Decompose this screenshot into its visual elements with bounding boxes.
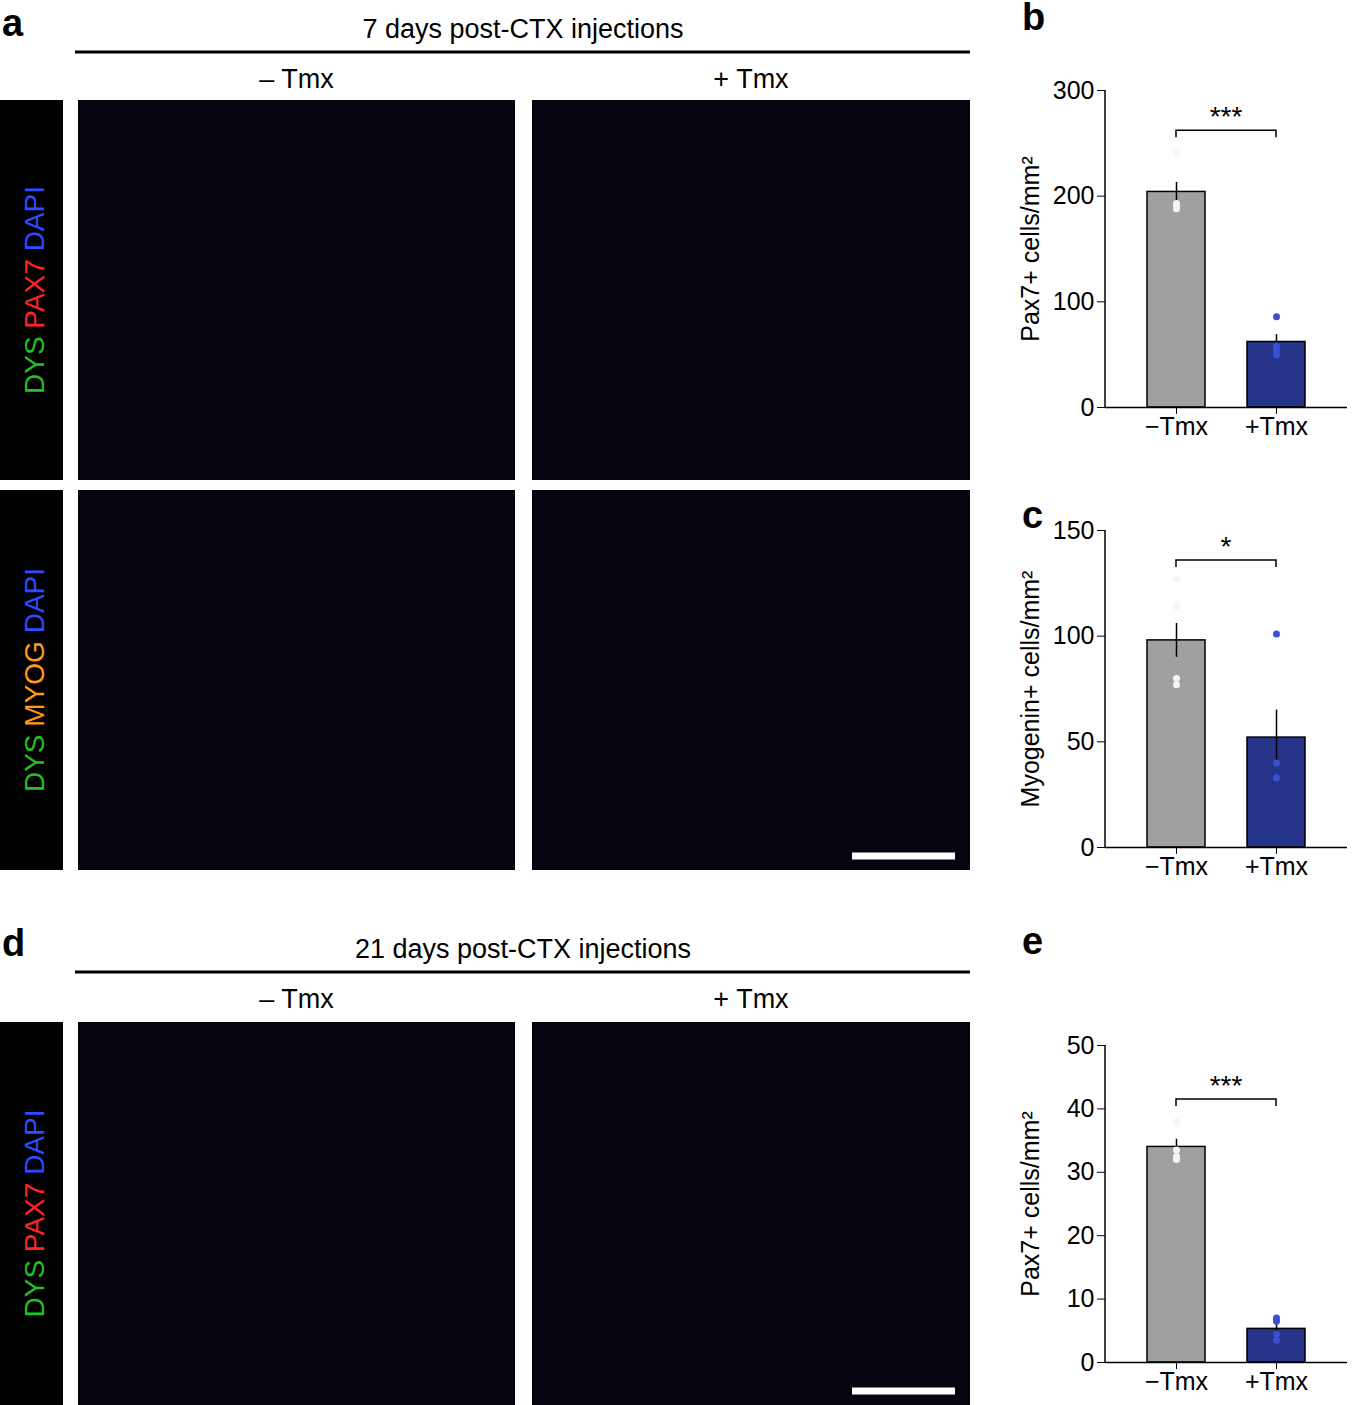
svg-text:30: 30 bbox=[1067, 1157, 1095, 1185]
svg-text:0: 0 bbox=[1081, 393, 1095, 421]
svg-text:−Tmx: −Tmx bbox=[1145, 412, 1209, 440]
svg-text:−Tmx: −Tmx bbox=[1145, 852, 1209, 880]
svg-text:0: 0 bbox=[1081, 833, 1095, 861]
svg-text:DYS MYOG DAPI: DYS MYOG DAPI bbox=[19, 568, 50, 792]
svg-text:***: *** bbox=[1210, 1070, 1243, 1101]
svg-text:0: 0 bbox=[1081, 1348, 1095, 1376]
svg-text:+Tmx: +Tmx bbox=[1245, 852, 1309, 880]
svg-text:10: 10 bbox=[1067, 1284, 1095, 1312]
svg-text:40: 40 bbox=[1067, 1094, 1095, 1122]
svg-text:+ Tmx: + Tmx bbox=[713, 64, 789, 94]
svg-text:100: 100 bbox=[1053, 287, 1095, 315]
svg-text:21 days post-CTX injections: 21 days post-CTX injections bbox=[355, 934, 691, 964]
svg-text:DYS PAX7 DAPI: DYS PAX7 DAPI bbox=[19, 1109, 50, 1317]
svg-text:– Tmx: – Tmx bbox=[259, 64, 334, 94]
svg-text:Pax7+ cells/mm²: Pax7+ cells/mm² bbox=[1016, 1111, 1044, 1296]
html-text:e: e bbox=[1022, 920, 1044, 962]
svg-text:d: d bbox=[2, 922, 25, 964]
svg-text:a: a bbox=[2, 2, 24, 44]
svg-text:50: 50 bbox=[1067, 1031, 1095, 1059]
svg-text:***: *** bbox=[1210, 101, 1243, 132]
svg-text:– Tmx: – Tmx bbox=[259, 984, 334, 1014]
svg-text:+Tmx: +Tmx bbox=[1245, 1367, 1309, 1395]
svg-text:+ Tmx: + Tmx bbox=[713, 984, 789, 1014]
svg-text:−Tmx: −Tmx bbox=[1145, 1367, 1209, 1395]
svg-text:+Tmx: +Tmx bbox=[1245, 412, 1309, 440]
svg-text:150: 150 bbox=[1053, 516, 1095, 544]
svg-text:Myogenin+ cells/mm²: Myogenin+ cells/mm² bbox=[1016, 571, 1044, 808]
svg-text:300: 300 bbox=[1053, 76, 1095, 104]
svg-text:*: * bbox=[1221, 531, 1232, 562]
svg-text:DYS PAX7 DAPI: DYS PAX7 DAPI bbox=[19, 186, 50, 394]
svg-text:50: 50 bbox=[1067, 727, 1095, 755]
html-text:c: c bbox=[1022, 494, 1044, 536]
svg-text:100: 100 bbox=[1053, 621, 1095, 649]
svg-text:Pax7+ cells/mm²: Pax7+ cells/mm² bbox=[1016, 156, 1044, 341]
svg-text:20: 20 bbox=[1067, 1221, 1095, 1249]
svg-text:200: 200 bbox=[1053, 181, 1095, 209]
svg-text:7 days post-CTX injections: 7 days post-CTX injections bbox=[362, 14, 683, 44]
